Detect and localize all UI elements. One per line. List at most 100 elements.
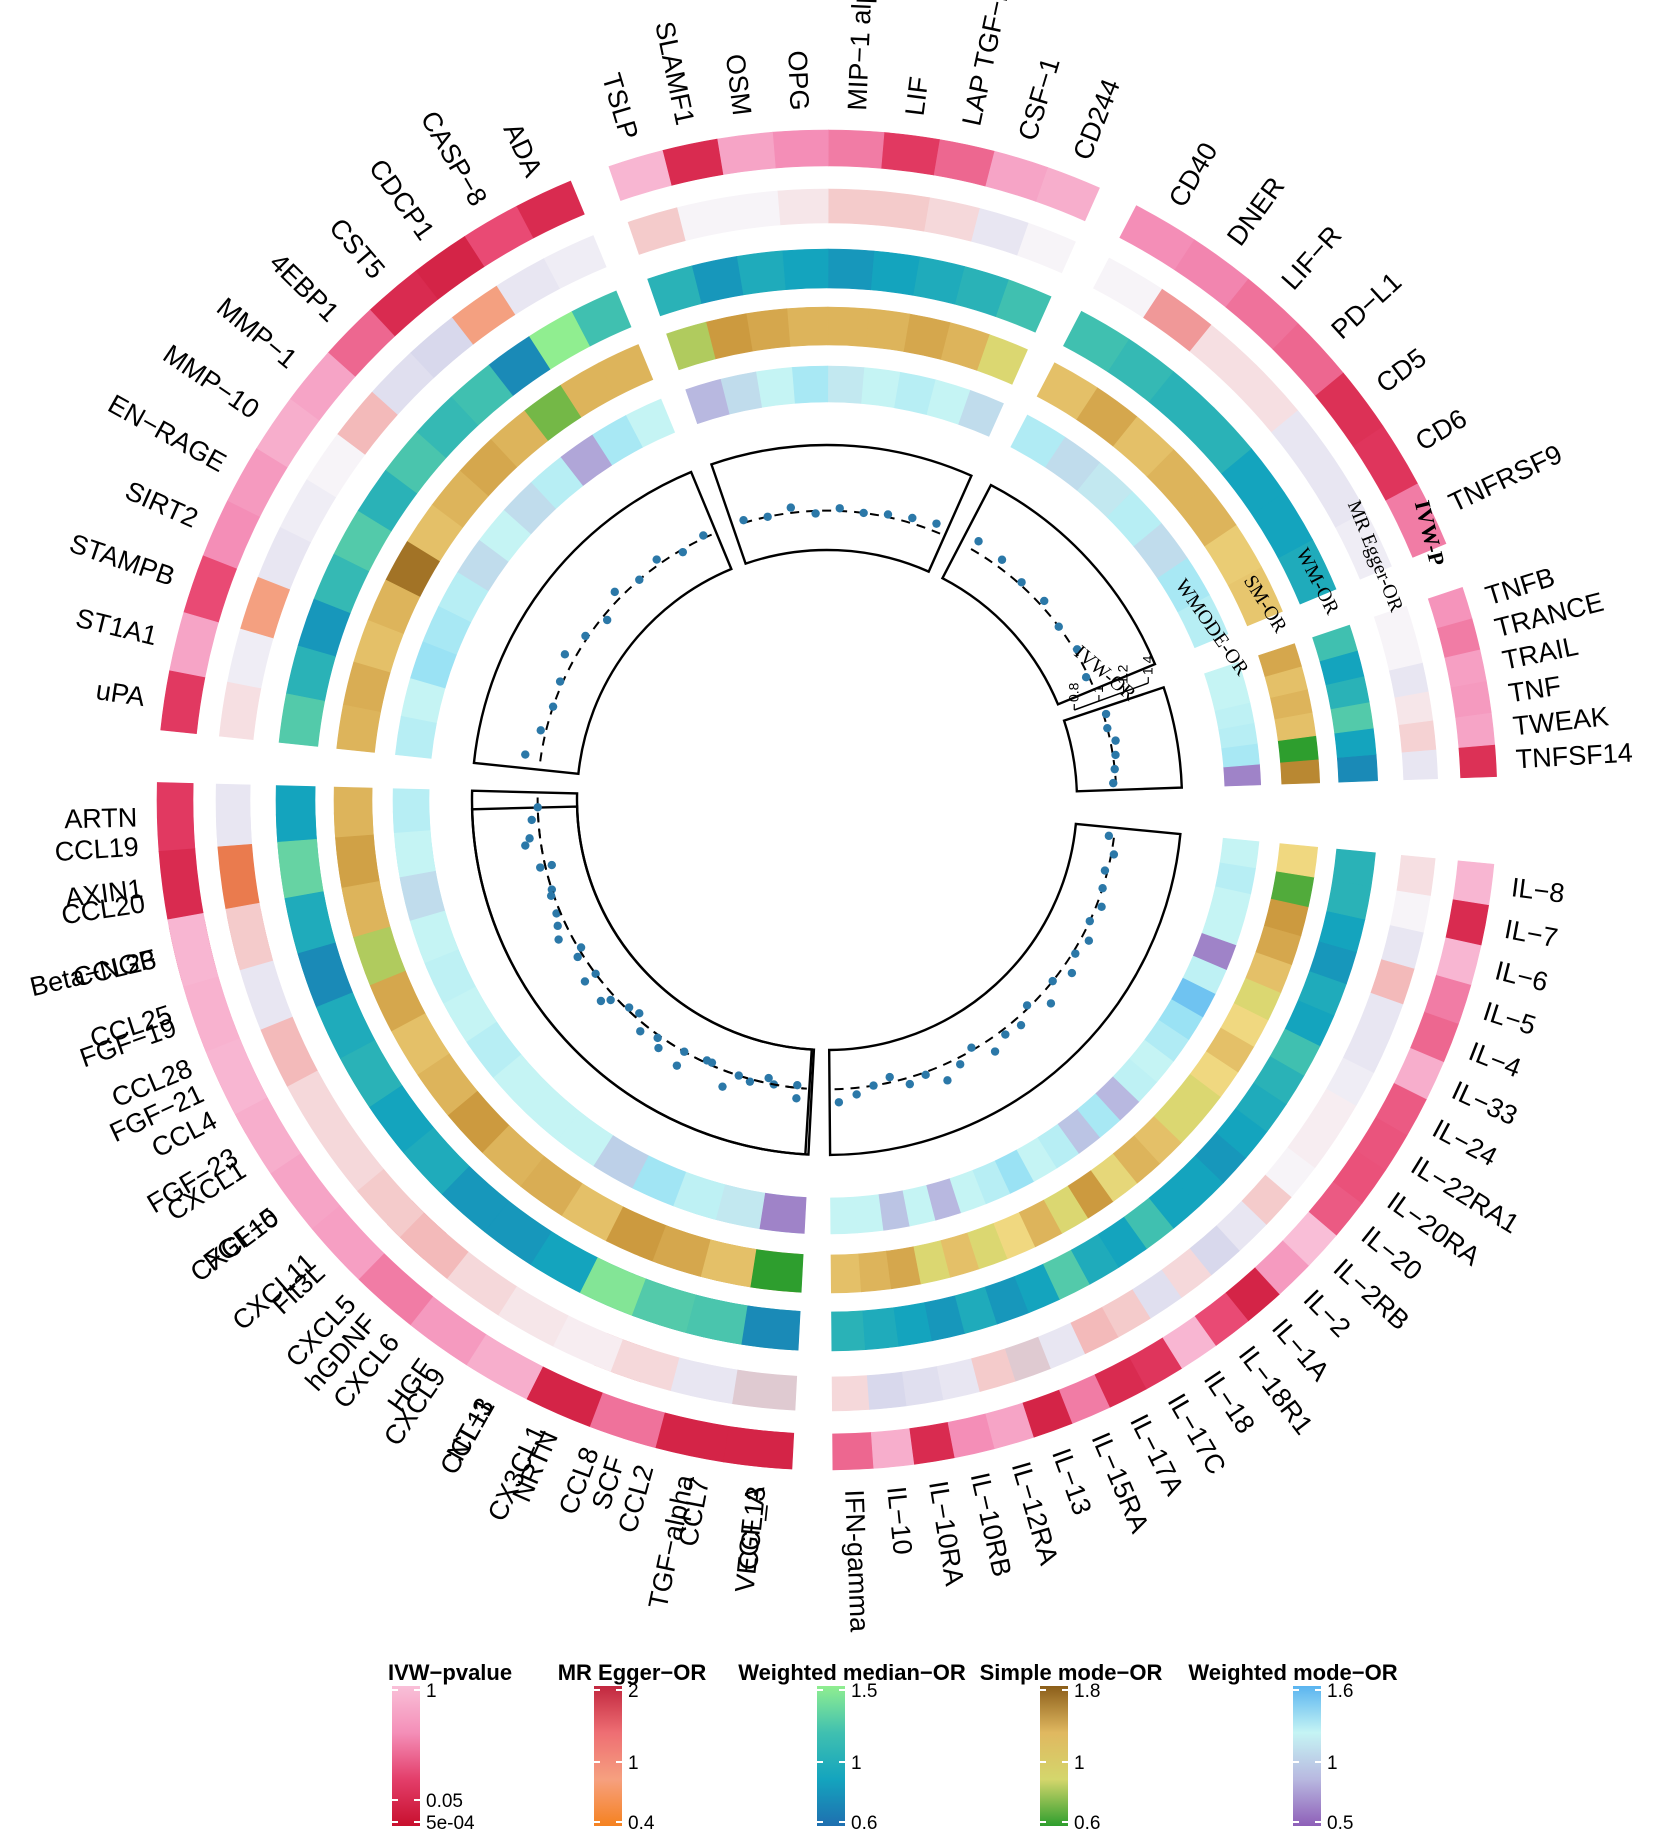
heat-cell-wmode-23 <box>1219 837 1260 869</box>
heat-cell-ivw_p-23 <box>1452 860 1495 906</box>
heat-cell-egger-14 <box>732 1369 798 1411</box>
cytokine-label: TNFSF14 <box>1515 738 1634 775</box>
or-point <box>745 1077 755 1086</box>
cytokine-label: uPA <box>94 675 147 712</box>
heat-cell-egger-13 <box>670 1357 739 1404</box>
or-point <box>834 1098 844 1107</box>
or-point <box>1110 764 1119 774</box>
ivw-or-track-frame <box>940 483 1157 706</box>
cytokine-label: VEGF_A <box>730 1485 771 1594</box>
heat-cell-ivw_p-14 <box>723 1426 795 1470</box>
heat-cell-egger-2 <box>923 197 980 242</box>
sector-s4 <box>1010 205 1447 649</box>
heat-cell-ivw_p-10 <box>169 612 219 679</box>
heat-cell-wm-1 <box>862 1307 900 1350</box>
cytokine-label: IL−4 <box>1465 1036 1526 1083</box>
cytokine-label: MIP−1 alpha <box>842 0 879 111</box>
heat-cell-egger-1 <box>1398 719 1437 753</box>
cytokine-label: CD6 <box>1410 403 1472 457</box>
or-point <box>1103 723 1112 733</box>
ivw-or-sector-s6 <box>472 470 733 776</box>
or-point <box>555 677 565 686</box>
cytokine-label: IL−6 <box>1492 955 1551 997</box>
heat-cell-egger-6 <box>726 190 781 232</box>
heat-cell-wmode-6 <box>1010 414 1066 468</box>
heat-cell-ivw_p-1 <box>984 150 1048 202</box>
heat-cell-sm-6 <box>745 308 791 352</box>
or-point <box>591 969 600 979</box>
or-point <box>956 1060 965 1069</box>
heat-cell-sm-1 <box>858 1250 892 1293</box>
legend-tick-label: 0.05 <box>426 1791 463 1812</box>
heat-cell-wm-13 <box>685 1294 749 1345</box>
or-point <box>943 1076 952 1085</box>
heat-cell-wm-14 <box>741 1305 801 1351</box>
cytokine-label: ARTN <box>64 802 138 834</box>
or-point <box>678 547 688 557</box>
cytokine-label: MMP−1 <box>211 292 303 375</box>
legend-1: MR Egger−OR2 1 0.4 <box>558 1660 707 1834</box>
or-point <box>635 575 644 584</box>
axis-tick-label: 0.8 <box>1065 682 1081 702</box>
cytokine-label: IL−7 <box>1502 914 1560 953</box>
or-point <box>610 587 619 597</box>
ivw-or-track-frame <box>709 443 973 574</box>
legend-tick-label: 1.6 <box>1327 1681 1353 1702</box>
heat-cell-egger-11 <box>219 681 262 741</box>
or-point <box>1072 645 1082 654</box>
heat-cell-ivw_p-5 <box>772 129 829 169</box>
ivw-or-sector-s4 <box>940 483 1157 706</box>
legend-tick-label: 1 <box>1327 1753 1338 1774</box>
heat-cell-wm-23 <box>1332 848 1376 887</box>
or-point <box>1022 1001 1032 1010</box>
or-point <box>1016 1020 1026 1030</box>
heatmap-rings <box>156 129 1497 1471</box>
legend-title: Simple mode−OR <box>980 1660 1163 1685</box>
legend-tick-label: 2 <box>628 1681 639 1702</box>
or-point <box>547 885 557 894</box>
or-point <box>718 1082 727 1091</box>
heat-cell-sm-14 <box>750 1249 804 1293</box>
or-point <box>974 537 983 546</box>
legend-title: IVW−pvalue <box>388 1660 512 1685</box>
heat-cell-egger-12 <box>610 1339 680 1392</box>
heat-cell-wm-4 <box>827 248 875 291</box>
heat-cell-wm-0 <box>1336 754 1378 783</box>
or-point <box>546 891 556 900</box>
or-point <box>734 1071 743 1080</box>
legend-colorbar <box>1040 1686 1068 1826</box>
or-point <box>1054 622 1063 631</box>
heat-cell-wm-5 <box>1312 624 1358 662</box>
cytokine-label: LAP TGF−beta−1 <box>956 0 1029 128</box>
cytokine-label: LIF <box>900 75 935 118</box>
heat-cell-ivw_p-3 <box>880 132 940 176</box>
or-point <box>921 1070 930 1080</box>
heat-cell-egger-10 <box>227 628 274 690</box>
heat-cell-wm-11 <box>278 693 325 747</box>
or-point <box>548 702 558 711</box>
or-point <box>653 1033 662 1043</box>
legend-title: MR Egger−OR <box>558 1660 707 1685</box>
ivw-or-sector-s5 <box>709 443 973 574</box>
heat-cell-wmode-8 <box>685 378 730 425</box>
cytokine-label: SIRT2 <box>121 475 203 533</box>
heat-cell-ivw_p-0 <box>156 782 196 852</box>
or-point <box>699 531 708 540</box>
heat-cell-sm-11 <box>336 704 381 753</box>
heat-cell-egger-3 <box>875 190 930 232</box>
heat-cell-ivw_p-2 <box>933 139 995 187</box>
or-point <box>1111 736 1120 745</box>
or-reference-line <box>1102 712 1117 785</box>
heat-cell-egger-1 <box>866 1371 908 1410</box>
ivw-or-sector-s3 <box>1062 685 1184 793</box>
heat-cell-sm-6 <box>1036 362 1098 420</box>
or-point <box>1081 672 1091 682</box>
heat-cell-ivw_p-2 <box>167 913 219 988</box>
cytokine-label: CSF−1 <box>1012 54 1065 144</box>
cytokine-label: CASP−8 <box>415 106 493 211</box>
cytokine-label: FGF−5 <box>198 1202 284 1277</box>
cytokine-label: CDCP1 <box>363 154 440 246</box>
or-point <box>606 995 615 1005</box>
or-reference-line <box>834 832 1116 1091</box>
ivw-or-track-frame <box>470 789 816 1156</box>
